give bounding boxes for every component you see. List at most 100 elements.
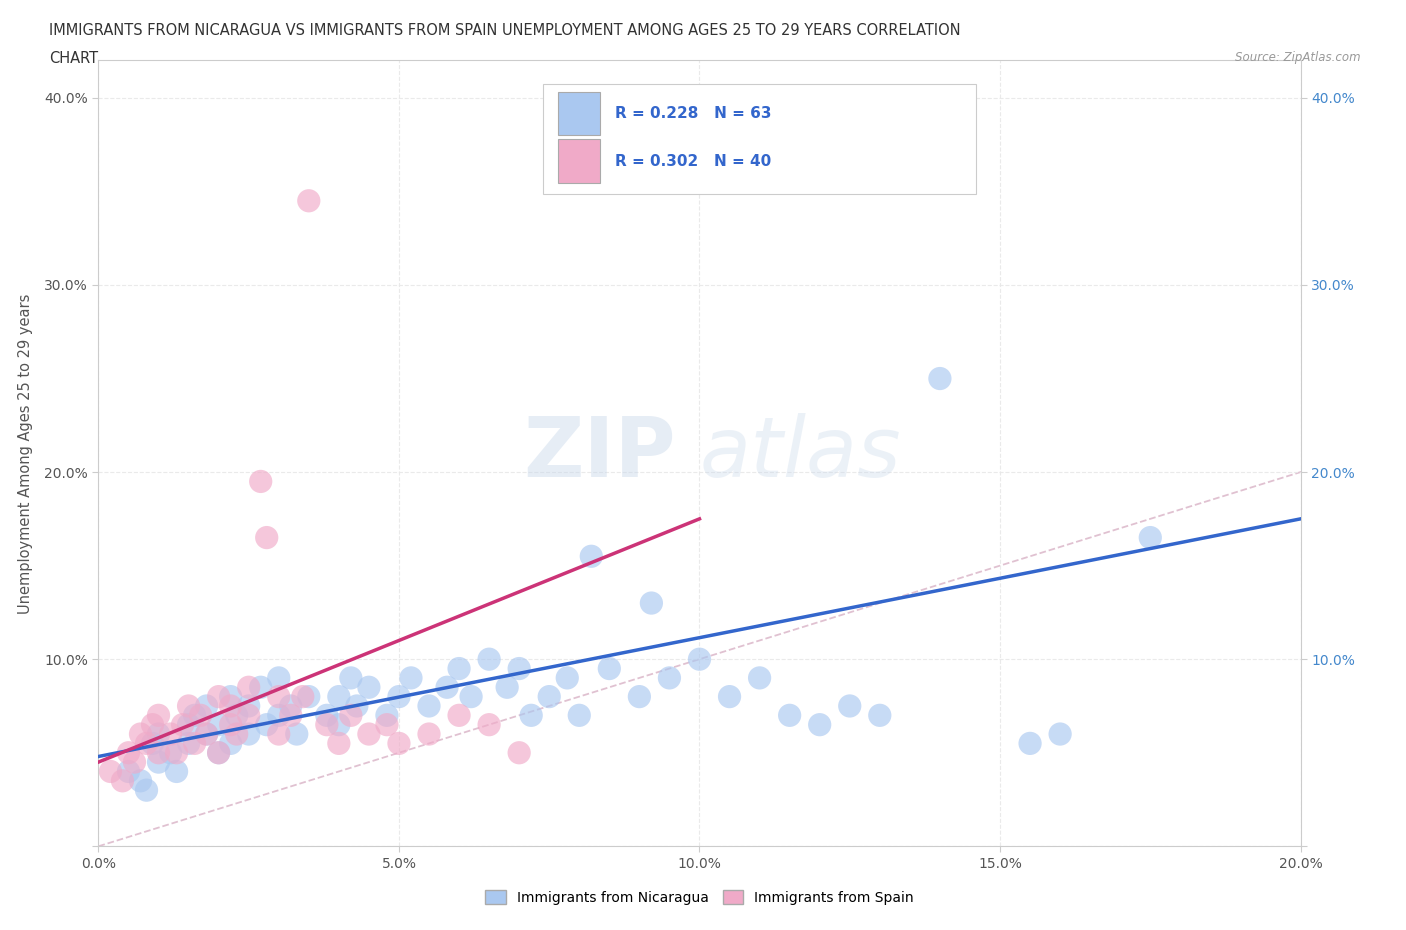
Point <box>148 708 170 723</box>
Text: ZIP: ZIP <box>523 413 675 494</box>
Point <box>256 530 278 545</box>
Point <box>298 193 321 208</box>
Point <box>298 689 321 704</box>
Point <box>141 717 163 732</box>
Y-axis label: Unemployment Among Ages 25 to 29 years: Unemployment Among Ages 25 to 29 years <box>18 293 32 614</box>
Point <box>346 698 368 713</box>
Point <box>238 698 260 713</box>
Text: Source: ZipAtlas.com: Source: ZipAtlas.com <box>1236 51 1361 64</box>
Point <box>172 717 194 732</box>
Point <box>195 698 218 713</box>
Point <box>436 680 458 695</box>
Point <box>267 708 290 723</box>
Point <box>177 736 200 751</box>
Point <box>177 717 200 732</box>
Point <box>280 698 302 713</box>
Point <box>447 708 470 723</box>
Point <box>100 764 122 779</box>
Point <box>328 717 350 732</box>
Point <box>111 774 134 789</box>
Point <box>249 474 271 489</box>
Point <box>208 745 231 760</box>
Point <box>628 689 651 704</box>
Point <box>291 689 314 704</box>
Point <box>148 754 170 769</box>
Point <box>568 708 591 723</box>
Text: CHART: CHART <box>49 51 98 66</box>
Point <box>418 698 440 713</box>
Point <box>357 680 380 695</box>
Point <box>267 726 290 741</box>
Point <box>124 754 146 769</box>
Point <box>658 671 681 685</box>
Point <box>267 689 290 704</box>
Point <box>640 595 662 610</box>
Point <box>375 717 398 732</box>
Point <box>225 726 247 741</box>
Point <box>238 680 260 695</box>
Point <box>748 671 770 685</box>
Point <box>718 689 741 704</box>
Point <box>808 717 831 732</box>
Point <box>315 708 337 723</box>
Point <box>388 689 411 704</box>
FancyBboxPatch shape <box>543 84 976 194</box>
Point <box>256 717 278 732</box>
Point <box>208 745 231 760</box>
Point <box>581 549 603 564</box>
Point <box>340 671 363 685</box>
Point <box>285 726 308 741</box>
Point <box>141 736 163 751</box>
Point <box>117 764 139 779</box>
Point <box>238 726 260 741</box>
Point <box>225 708 247 723</box>
Point <box>357 726 380 741</box>
Point <box>1019 736 1042 751</box>
Point <box>249 680 271 695</box>
Point <box>689 652 711 667</box>
Point <box>375 708 398 723</box>
Point <box>208 689 231 704</box>
Point <box>177 698 200 713</box>
Point <box>315 717 337 732</box>
Point <box>929 371 952 386</box>
Point <box>447 661 470 676</box>
Point <box>340 708 363 723</box>
Text: R = 0.228   N = 63: R = 0.228 N = 63 <box>616 106 772 122</box>
Point <box>148 745 170 760</box>
Point <box>219 689 242 704</box>
Point <box>159 745 181 760</box>
Point <box>183 736 205 751</box>
Point <box>869 708 891 723</box>
Point <box>496 680 519 695</box>
Point <box>166 745 188 760</box>
Point <box>508 661 530 676</box>
Point <box>219 698 242 713</box>
Point <box>1139 530 1161 545</box>
Point <box>418 726 440 741</box>
Point <box>148 726 170 741</box>
Text: atlas: atlas <box>700 413 901 494</box>
Point <box>280 708 302 723</box>
Text: R = 0.302   N = 40: R = 0.302 N = 40 <box>616 153 772 168</box>
Point <box>159 726 181 741</box>
Point <box>267 671 290 685</box>
Point <box>219 717 242 732</box>
Point <box>195 726 218 741</box>
Point <box>388 736 411 751</box>
Point <box>129 726 152 741</box>
Point <box>779 708 801 723</box>
Point <box>135 783 157 798</box>
Point <box>508 745 530 760</box>
Point <box>208 717 231 732</box>
Point <box>195 726 218 741</box>
Point <box>328 736 350 751</box>
Point <box>117 745 139 760</box>
Point <box>538 689 561 704</box>
FancyBboxPatch shape <box>558 92 600 136</box>
Point <box>598 661 620 676</box>
Point <box>1049 726 1071 741</box>
Point <box>166 764 188 779</box>
Point <box>328 689 350 704</box>
Text: IMMIGRANTS FROM NICARAGUA VS IMMIGRANTS FROM SPAIN UNEMPLOYMENT AMONG AGES 25 TO: IMMIGRANTS FROM NICARAGUA VS IMMIGRANTS … <box>49 23 960 38</box>
